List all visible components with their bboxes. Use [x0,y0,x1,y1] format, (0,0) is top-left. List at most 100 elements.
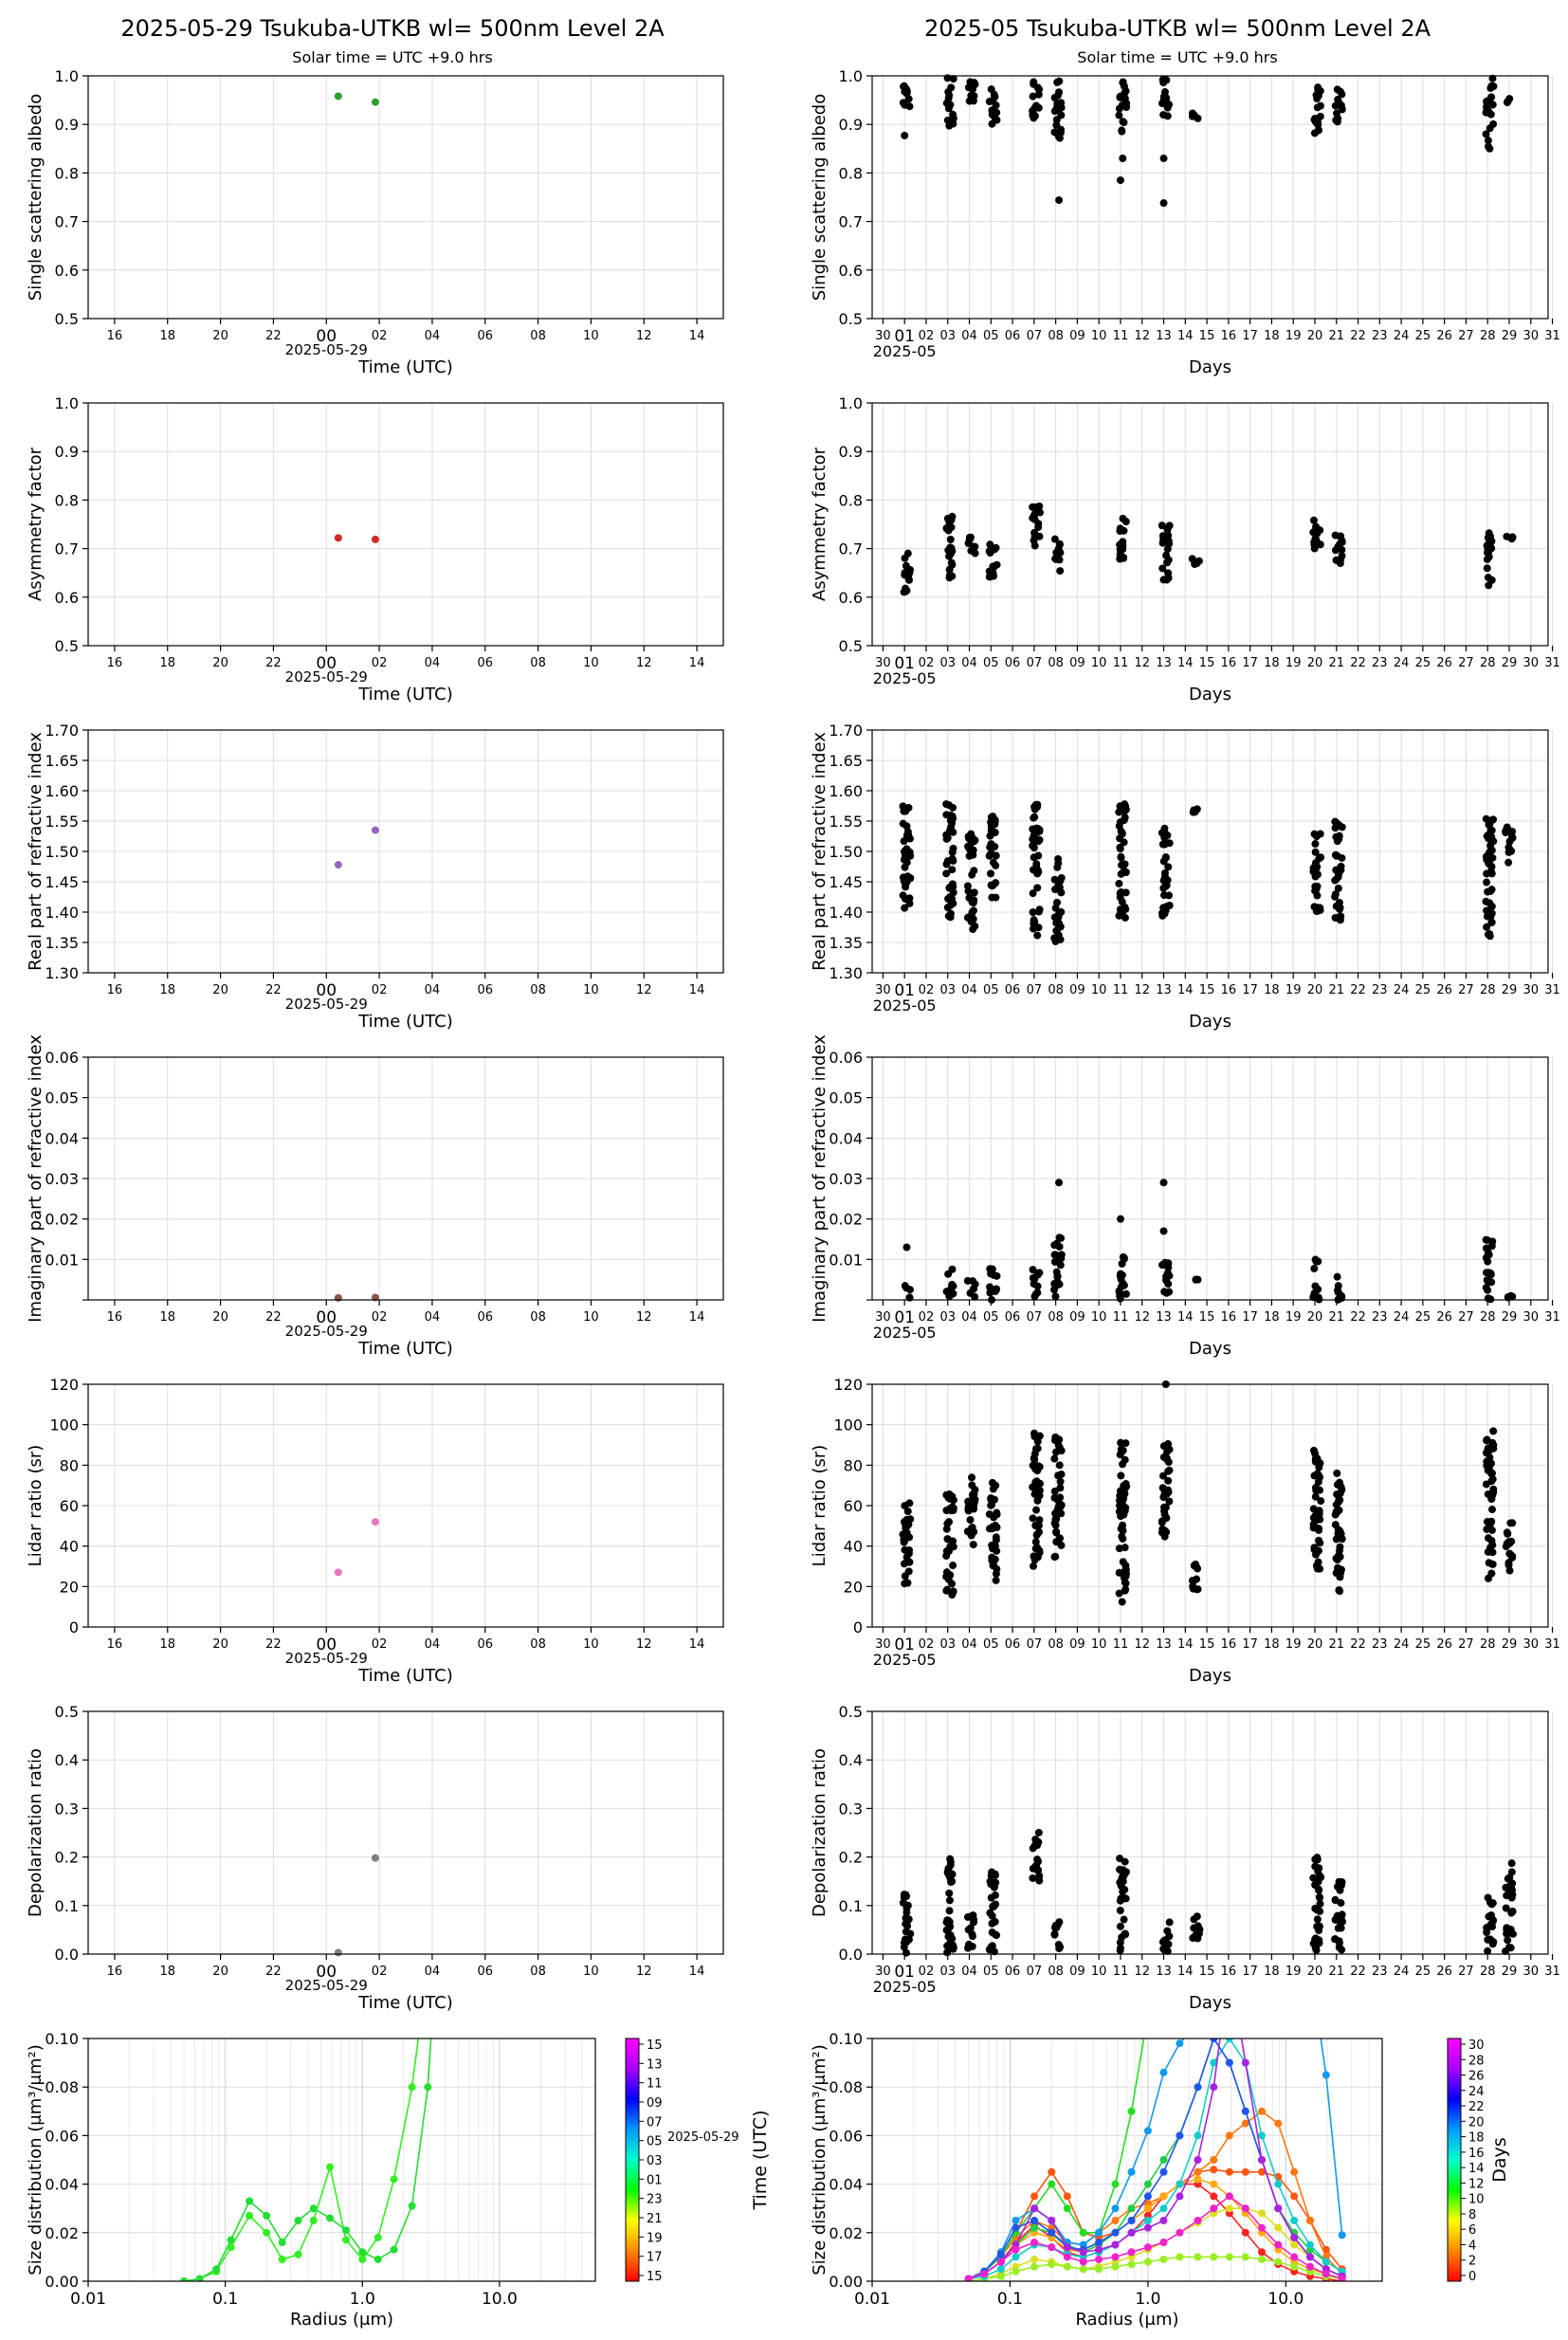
monthly-xtick-label: 24 [1394,1637,1410,1652]
left-colorbar-title: Time (UTC) [750,2110,771,2210]
monthly-sizedist-series-point [1143,2192,1152,2201]
monthly-sizedist-series-point [1322,2270,1330,2278]
monthly-point [901,131,909,139]
monthly-sizedist-series-point [1258,1549,1266,1557]
monthly-point [1053,78,1062,86]
monthly-point [1115,911,1123,920]
monthly-point [993,108,1001,117]
monthly-point [1485,1574,1493,1582]
left-colorbar-label: 01 [647,2173,663,2187]
daily-sizedist-xtick-label: 0.01 [70,2290,106,2309]
monthly-point [905,894,914,903]
monthly-point [1120,1915,1128,1924]
monthly-point [948,560,957,569]
right-colorbar-label: 20 [1468,2115,1485,2130]
daily-sizedist-ytick-label: 0.04 [45,2176,79,2194]
monthly-sizedist-series-point [1241,2253,1249,2261]
monthly-xtick-label: 16 [1221,1310,1237,1325]
monthly-point [1116,843,1124,851]
monthly-point [1053,1496,1062,1505]
monthly-xtick-label: 24 [1394,983,1410,997]
monthly-point [1333,1272,1341,1281]
monthly-point [1164,1476,1173,1485]
monthly-point [1338,1910,1346,1919]
monthly-xtick-label: 05 [983,1637,999,1652]
monthly-point [1117,1472,1125,1480]
monthly-point [1051,1292,1060,1301]
monthly-point [1484,1490,1492,1498]
monthly-point [1035,1876,1044,1885]
monthly-point [1504,1529,1512,1538]
monthly-xtick-label: 29 [1502,1965,1518,1979]
monthly-sizedist-series-point [1305,2262,1314,2271]
monthly-point [970,1505,978,1513]
monthly-point [1121,1289,1130,1298]
monthly-sizedist-series-line [968,2110,1343,2280]
monthly-point [942,523,951,532]
monthly-sizedist-series-point [1241,2119,1249,2128]
daily-xtick-label: 14 [689,1965,705,1979]
monthly-point [1054,544,1063,553]
left-colorbar [625,2038,640,2282]
monthly-point [1314,904,1322,912]
monthly-sizedist-series-point [1274,2180,1283,2188]
monthly-point [1333,1469,1341,1477]
monthly-xtick-label: 13 [1156,1965,1172,1979]
monthly-sizedist-series-point [1143,2223,1152,2232]
monthly-xtick-label: 21 [1328,1310,1344,1325]
monthly-point [1484,142,1492,151]
daily-xtick-label: 14 [689,1637,705,1652]
monthly-point [1165,1466,1174,1474]
daily-sizedist-series-point [309,2204,318,2213]
monthly-sizedist-series-point [1194,2175,1202,2184]
monthly-ytick-label: 0.7 [839,213,863,231]
monthly-xtick-label: 31 [1544,1965,1560,1979]
monthly-month-label: 2025-05 [873,996,937,1015]
monthly-point [944,1916,953,1925]
monthly-sizedist-series-point [1127,2167,1136,2176]
monthly-xtick-label: 17 [1242,1310,1258,1325]
daily-xlabel: Time (UTC) [357,1666,453,1686]
monthly-point [1115,1568,1123,1577]
monthly-point [1485,529,1493,538]
daily-sizedist-xtick-label: 0.1 [212,2290,238,2309]
monthly-point [1050,1929,1059,1938]
monthly-point [1334,1286,1342,1294]
monthly-xtick-label: 20 [1307,983,1323,997]
monthly-xtick-label: 29 [1502,329,1518,343]
monthly-sizedist-series-point [996,2250,1005,2258]
monthly-point [1482,130,1490,138]
daily-ytick-label: 1.0 [55,394,79,412]
monthly-point [1486,820,1494,829]
monthly-point [1118,898,1126,906]
monthly-point [947,549,956,558]
monthly-point [1033,884,1042,892]
monthly-point [1050,875,1059,884]
monthly-point [1032,1861,1041,1870]
monthly-sizedist-series-point [1322,2071,1330,2079]
daily-xtick-label: 08 [530,1965,546,1979]
right-colorbar-title: Days [1489,2137,1510,2182]
daily-xtick-label: 08 [530,1637,546,1652]
monthly-point [1118,127,1126,136]
monthly-point [1503,532,1511,540]
monthly-point [1122,103,1131,112]
daily-sizedist-ytick-label: 0.02 [45,2224,79,2242]
monthly-xtick-label: 11 [1113,656,1129,670]
daily-xtick-label: 12 [636,1637,652,1652]
monthly-sizedist-series-point [1258,2223,1267,2232]
monthly-xtick-label: 22 [1350,1310,1366,1325]
monthly-xtick-label: 01 [894,1636,915,1654]
monthly-xtick-label: 19 [1285,656,1302,670]
daily-xtick-label: 06 [477,329,493,343]
monthly-point [964,913,973,922]
monthly-point [987,869,995,878]
monthly-sizedist-series-point [1194,2131,1202,2140]
daily-xtick-label: 22 [265,1310,282,1325]
daily-xtick-label: 18 [159,1310,175,1325]
daily-ytick-label: 0.5 [55,637,79,655]
monthly-point [1314,1477,1322,1486]
daily-ytick-label: 0 [69,1618,79,1636]
right-colorbar-label: 6 [1468,2223,1476,2238]
monthly-point [1033,869,1042,878]
